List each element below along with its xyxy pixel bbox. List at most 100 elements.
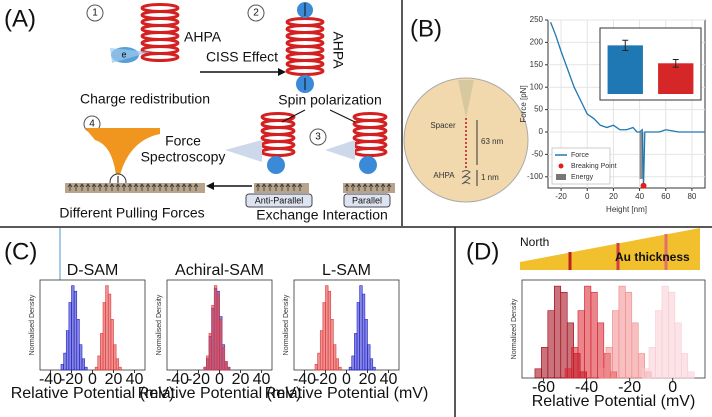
histogram-bar	[115, 358, 120, 371]
arrow-label: CISS Effect	[206, 49, 278, 65]
histogram-bar	[314, 364, 318, 371]
diagram-label: 1 nm	[481, 173, 499, 182]
histogram-bar	[642, 368, 650, 379]
helix-label: AHPA	[184, 29, 222, 45]
x-tick-label: 0	[88, 371, 97, 388]
substrate-arrow	[279, 183, 285, 191]
spin-ball	[359, 156, 377, 174]
x-tick-label: 0	[215, 371, 224, 388]
histogram-bar	[356, 302, 360, 371]
legend-label: Energy	[571, 174, 594, 181]
histogram-bar	[213, 285, 218, 371]
histogram-bar	[327, 290, 332, 371]
substrate-arrow	[368, 183, 374, 191]
histogram-bar	[599, 368, 607, 379]
substrate-arrow	[163, 183, 169, 191]
step-number: 1	[92, 8, 98, 19]
chart-title: Achiral-SAM	[175, 262, 264, 279]
substrate-arrow	[386, 183, 392, 191]
substrate-arrow	[273, 183, 279, 191]
substrate	[343, 183, 395, 193]
histogram-bar	[221, 347, 226, 371]
histogram-bar	[76, 319, 80, 371]
histogram-bar	[637, 353, 646, 379]
histogram-bar	[105, 285, 109, 371]
histogram-bar	[73, 290, 78, 371]
arrowhead	[278, 68, 286, 76]
histogram-bar	[564, 368, 572, 379]
helix-turn	[140, 52, 180, 62]
substrate-arrow	[103, 183, 109, 191]
histogram-bar	[605, 347, 613, 379]
caption: Charge redistribution	[80, 91, 210, 107]
histogram-bar	[203, 366, 207, 371]
y-axis-label: Normalized Density	[511, 298, 518, 359]
spin-ball	[267, 156, 285, 174]
panel-label: (B)	[410, 15, 442, 42]
histogram-bar	[94, 366, 99, 371]
histogram-bar	[84, 366, 88, 371]
histogram-bar	[631, 322, 639, 379]
histogram-bar	[618, 285, 626, 379]
substrate-arrow	[115, 183, 121, 191]
x-tick-label: -20	[60, 371, 83, 388]
histogram-bar	[107, 293, 112, 371]
histogram-bar	[553, 285, 562, 379]
histogram-bar	[335, 358, 339, 371]
x-tick-label: -20	[555, 192, 567, 201]
y-tick-label: 250	[530, 15, 544, 24]
substrate-arrow	[344, 183, 350, 191]
substrate-arrow	[356, 183, 362, 191]
y-axis-label: Normalised Density	[29, 294, 36, 355]
helices	[140, 3, 388, 157]
histogram-bar	[681, 353, 689, 379]
helix-turn	[260, 147, 296, 157]
substrate-arrow	[109, 183, 115, 191]
x-tick-label: -40	[166, 371, 189, 388]
histogram-bar	[330, 319, 334, 371]
substrate-arrow	[133, 183, 139, 191]
tip-shadow	[325, 140, 355, 160]
caption: Spectroscopy	[141, 149, 226, 165]
x-tick-label: 20	[359, 371, 377, 388]
histogram-bar	[224, 361, 228, 371]
histogram-bar	[541, 347, 549, 379]
histogram-bar	[359, 285, 363, 371]
chart-title: L-SAM	[322, 262, 371, 279]
label-box	[245, 193, 313, 208]
arrow	[281, 109, 306, 123]
inset-bar	[658, 63, 694, 94]
substrate-arrow	[181, 183, 187, 191]
histogram-bar	[648, 347, 656, 379]
plot-area	[39, 279, 146, 371]
histogram-bar	[560, 291, 568, 379]
diagram-label: Spacer	[430, 121, 456, 130]
histogram-bar	[100, 333, 104, 371]
histogram-bar	[674, 322, 682, 379]
x-tick-label: 60	[661, 192, 670, 201]
substrate-arrow	[169, 183, 175, 191]
histogram-bar	[584, 285, 592, 379]
substrate-arrow	[121, 183, 127, 191]
x-axis-label: Relative Potential (mV)	[11, 385, 175, 402]
histogram-bar	[364, 319, 368, 371]
substrate-arrow	[261, 183, 267, 191]
substrate-arrow	[85, 183, 91, 191]
histogram-bar	[367, 344, 371, 371]
substrate-arrow	[297, 183, 303, 191]
substrate-arrow	[175, 183, 181, 191]
afm-tip	[85, 128, 160, 175]
electron-label: e	[121, 49, 126, 59]
x-tick-label: 20	[105, 371, 123, 388]
gauge-label: North	[520, 235, 549, 249]
panel-label: (C)	[4, 238, 37, 265]
config-label: Anti-Parallel	[255, 195, 304, 205]
x-tick-label: 40	[253, 371, 271, 388]
legend-label: Force	[571, 152, 589, 159]
step-circle	[86, 4, 104, 22]
histogram-bar	[534, 368, 542, 379]
histogram-bar	[219, 319, 223, 371]
histogram-bar	[625, 291, 633, 379]
histogram-bar	[113, 344, 117, 371]
histogram-bar	[71, 285, 75, 371]
